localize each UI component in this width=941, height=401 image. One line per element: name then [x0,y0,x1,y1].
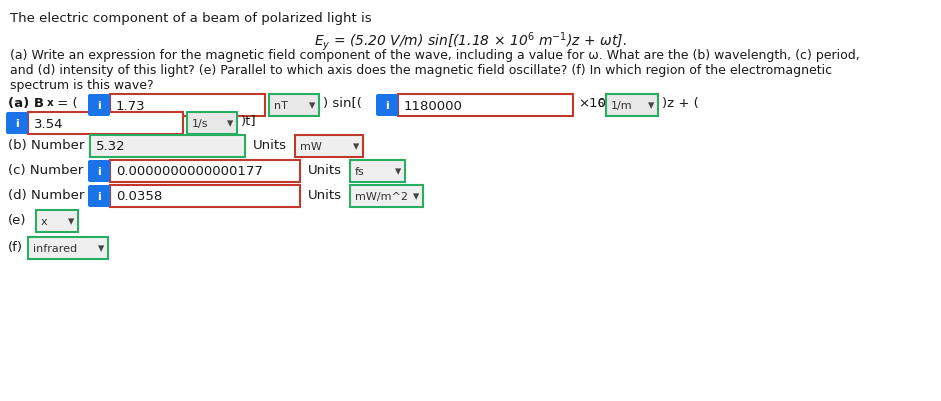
Bar [269,95,319,117]
Text: 1/m: 1/m [611,101,632,111]
Text: (e): (e) [8,213,26,227]
Text: = (: = ( [53,97,82,110]
Text: (c) Number: (c) Number [8,164,83,176]
Bar [110,186,300,207]
Text: i: i [97,192,101,201]
Text: 6: 6 [597,99,603,109]
Text: mW/m^2: mW/m^2 [355,192,408,201]
Text: mW: mW [300,142,322,152]
Text: 0.0000000000000177: 0.0000000000000177 [116,165,263,178]
Text: (a) Write an expression for the magnetic field component of the wave, including : (a) Write an expression for the magnetic… [10,49,860,62]
Text: 1180000: 1180000 [404,99,463,112]
Bar [110,95,265,117]
Text: i: i [97,166,101,176]
Text: 5.32: 5.32 [96,140,126,153]
Text: infrared: infrared [33,243,77,253]
Bar [350,186,423,207]
Bar [110,160,300,182]
Text: ▾: ▾ [227,117,233,130]
Text: ▾: ▾ [413,190,420,203]
Text: x: x [41,217,48,227]
FancyBboxPatch shape [88,160,110,182]
Text: ) sin[(: ) sin[( [323,97,366,110]
Text: and (d) intensity of this light? (e) Parallel to which axis does the magnetic fi: and (d) intensity of this light? (e) Par… [10,64,832,77]
Bar [28,113,183,135]
FancyBboxPatch shape [376,95,398,117]
Bar [295,136,363,158]
Text: ×10: ×10 [578,97,606,110]
Text: $E_y$ = (5.20 V/m) sin[(1.18 × 10$^6$ m$^{-1}$)z + $\omega$t].: $E_y$ = (5.20 V/m) sin[(1.18 × 10$^6$ m$… [313,30,627,53]
Text: Units: Units [253,139,287,152]
Text: )t]: )t] [241,115,257,128]
Bar [398,95,573,117]
Text: ▾: ▾ [68,215,74,228]
FancyBboxPatch shape [6,113,28,135]
Text: 1/s: 1/s [192,119,209,129]
Text: )z + (: )z + ( [662,97,699,110]
Text: (b) Number: (b) Number [8,139,85,152]
Text: (a) B: (a) B [8,97,44,110]
Text: (d) Number: (d) Number [8,188,85,201]
Text: i: i [15,119,19,129]
Text: (f): (f) [8,241,23,253]
Text: nT: nT [274,101,288,111]
Text: ▾: ▾ [395,165,401,178]
Text: ▾: ▾ [648,99,654,112]
Text: Units: Units [308,188,342,201]
FancyBboxPatch shape [88,95,110,117]
Text: 0.0358: 0.0358 [116,190,162,203]
Bar [90,136,245,158]
Text: ▾: ▾ [98,242,104,255]
Text: The electric component of a beam of polarized light is: The electric component of a beam of pola… [10,12,372,25]
Text: spectrum is this wave?: spectrum is this wave? [10,79,153,92]
Text: i: i [97,101,101,111]
Text: Units: Units [308,164,342,176]
FancyBboxPatch shape [88,186,110,207]
Bar [36,211,78,233]
Text: ▾: ▾ [309,99,315,112]
Text: ▾: ▾ [353,140,359,153]
Text: 1.73: 1.73 [116,99,146,112]
Bar [606,95,658,117]
Text: fs: fs [355,166,365,176]
Bar [350,160,405,182]
Bar [187,113,237,135]
Text: i: i [385,101,389,111]
Bar [28,237,108,259]
Text: 3.54: 3.54 [34,117,63,130]
Text: x: x [47,98,54,108]
